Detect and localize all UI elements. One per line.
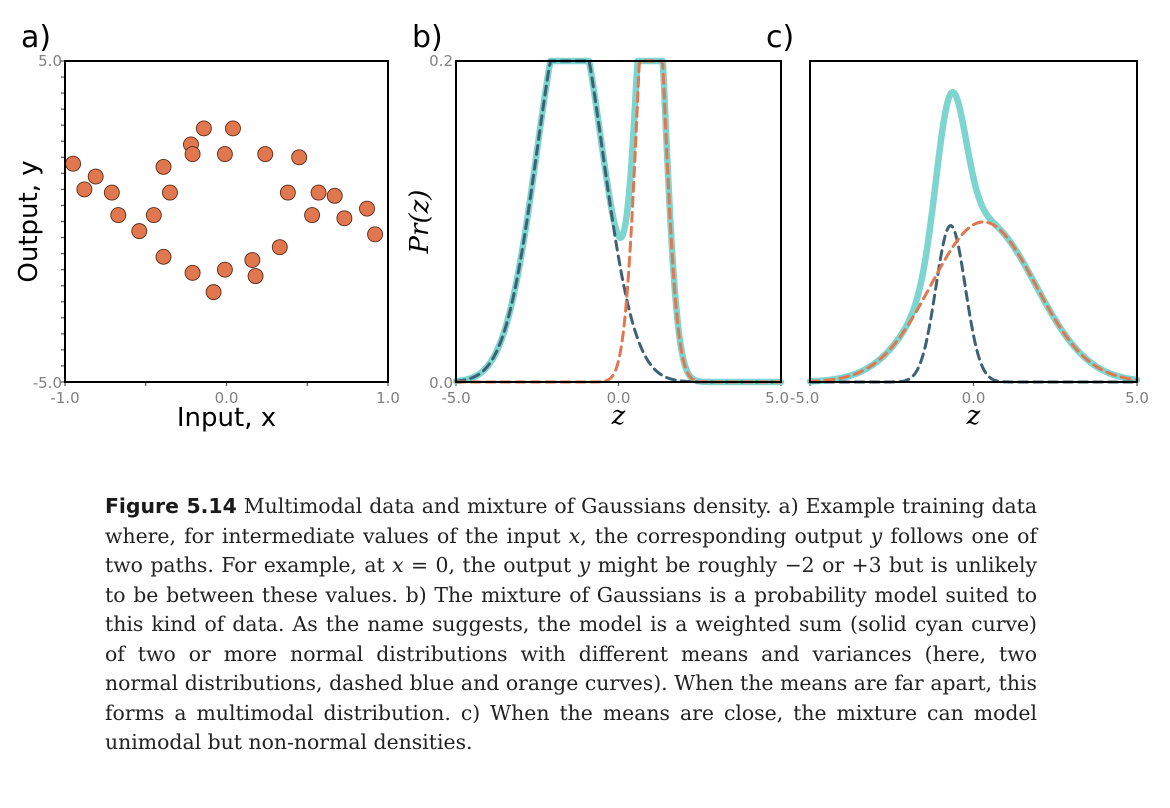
x-tick-label: -5.0 — [790, 389, 819, 407]
x-tick-label: -5.0 — [441, 389, 470, 407]
data-point — [216, 261, 233, 278]
y-axis-label: Output, y — [14, 160, 44, 282]
caption-math-y: y — [578, 553, 591, 577]
panel-label: a) — [21, 20, 51, 55]
data-point — [195, 120, 212, 137]
caption-math-x: x — [568, 523, 581, 548]
x-axis-label: z — [966, 401, 981, 431]
data-point — [184, 264, 201, 281]
data-point — [205, 284, 222, 301]
data-point — [291, 149, 308, 166]
data-point — [110, 207, 127, 224]
caption-text-3: follows one of two paths. For example, a… — [105, 523, 1037, 578]
plot-frame — [455, 60, 782, 383]
y-tick-label: 0.0 — [429, 374, 453, 392]
data-point — [162, 184, 178, 201]
data-point — [336, 210, 353, 227]
data-point — [247, 268, 264, 285]
data-point — [367, 226, 384, 243]
caption-math-x: x — [392, 553, 404, 577]
y-tick-label: 0.2 — [429, 52, 453, 70]
data-point — [87, 168, 104, 185]
caption-text-1: Multimodal data and mixture of Gaussians… — [105, 494, 1038, 548]
x-tick-label: -1.0 — [50, 389, 79, 407]
data-point — [65, 155, 82, 172]
figure-caption: Figure 5.14 Multimodal data and mixture … — [105, 492, 1037, 758]
data-point — [359, 200, 375, 217]
data-point — [184, 146, 201, 163]
plot-frame — [809, 60, 1138, 383]
caption-text-4: = 0, the output — [403, 553, 579, 577]
caption-text-5: might be roughly −2 or +3 but is unlikel… — [105, 553, 1037, 754]
data-point — [271, 239, 288, 256]
caption-math-y: y — [870, 523, 883, 548]
data-point — [310, 184, 327, 201]
caption-text-2: , the corresponding output — [580, 523, 871, 548]
data-point — [131, 223, 148, 240]
data-point — [145, 207, 162, 224]
x-tick-label: 0.0 — [962, 389, 986, 407]
y-tick-label: -5.0 — [33, 374, 62, 392]
x-tick-label: 0.0 — [607, 389, 631, 407]
plot-frame — [64, 60, 389, 383]
data-point — [257, 146, 274, 163]
mixture-curve — [452, 57, 785, 386]
data-point — [244, 252, 261, 268]
component-curve-2 — [808, 220, 1139, 383]
panel-label: c) — [766, 20, 794, 55]
x-tick-label: 0.0 — [215, 389, 239, 407]
data-point — [216, 146, 233, 163]
data-point — [279, 184, 296, 201]
data-point — [225, 120, 241, 137]
data-point — [155, 158, 172, 175]
y-tick-label: 5.0 — [38, 52, 62, 70]
data-point — [103, 184, 120, 201]
x-tick-label: 5.0 — [1125, 389, 1149, 407]
panel-label: b) — [412, 20, 443, 55]
data-point — [326, 187, 343, 204]
y-axis-label: Pr(z) — [405, 190, 435, 255]
figure-number: Figure 5.14 — [105, 494, 237, 518]
x-tick-label: 1.0 — [376, 389, 400, 407]
x-tick-label: 5.0 — [765, 389, 789, 407]
x-axis-label: Input, x — [177, 403, 276, 433]
data-point — [155, 248, 172, 265]
data-point — [76, 181, 93, 198]
x-axis-label: z — [611, 401, 626, 431]
data-point — [304, 207, 321, 224]
